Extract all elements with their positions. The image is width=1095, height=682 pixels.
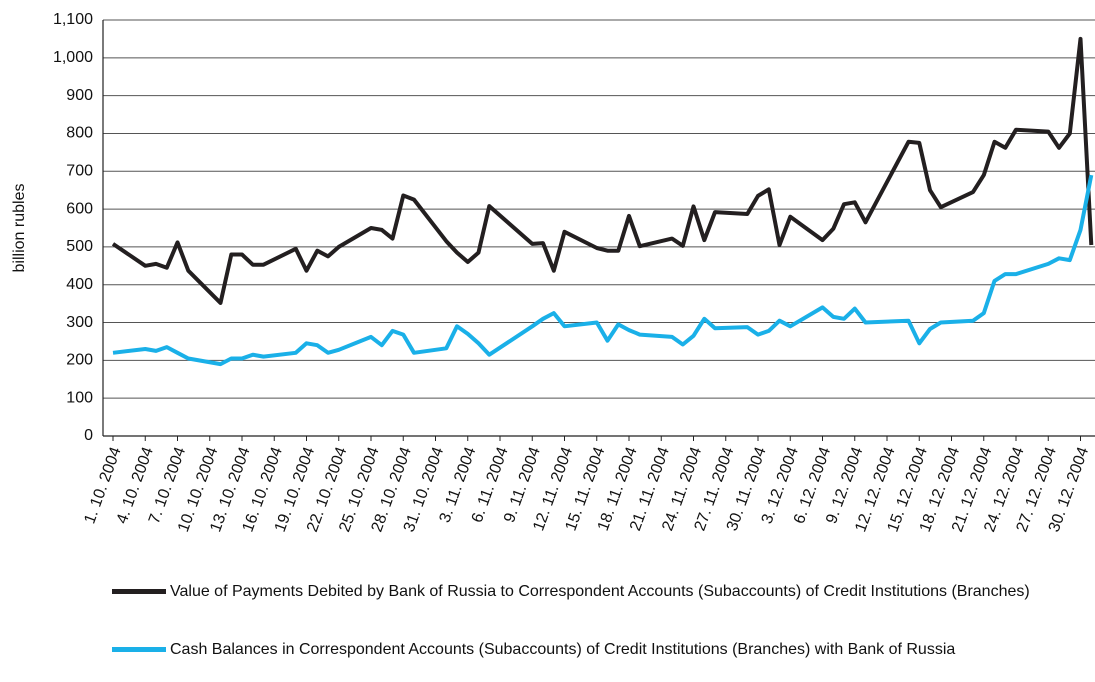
y-tick-label: 0 (84, 427, 93, 444)
y-tick-label: 1,100 (53, 11, 93, 28)
legend-label: Value of Payments Debited by Bank of Rus… (170, 583, 1030, 600)
legend-item: Value of Payments Debited by Bank of Rus… (112, 580, 1050, 603)
y-tick-label: 200 (66, 352, 93, 369)
legend-swatch (112, 647, 166, 652)
y-tick-label: 500 (66, 238, 93, 255)
y-tick-label: 600 (66, 200, 93, 217)
y-tick-label: 300 (66, 314, 93, 331)
y-tick-label: 400 (66, 276, 93, 293)
y-axis-label: billion rubles (11, 184, 28, 273)
y-tick-label: 700 (66, 162, 93, 179)
legend-label: Cash Balances in Correspondent Accounts … (170, 641, 956, 658)
y-tick-label: 1,000 (53, 49, 93, 66)
y-tick-label: 100 (66, 389, 93, 406)
y-tick-label: 800 (66, 125, 93, 142)
legend-swatch (112, 589, 166, 594)
plot: billion rubles 0 100 200 300 400 500 600 700 800… (11, 11, 1095, 534)
line-series (111, 36, 1094, 305)
line-series (112, 174, 1094, 367)
legend-item: Cash Balances in Correspondent Accounts … (112, 638, 1050, 661)
y-tick-label: 900 (66, 87, 93, 104)
